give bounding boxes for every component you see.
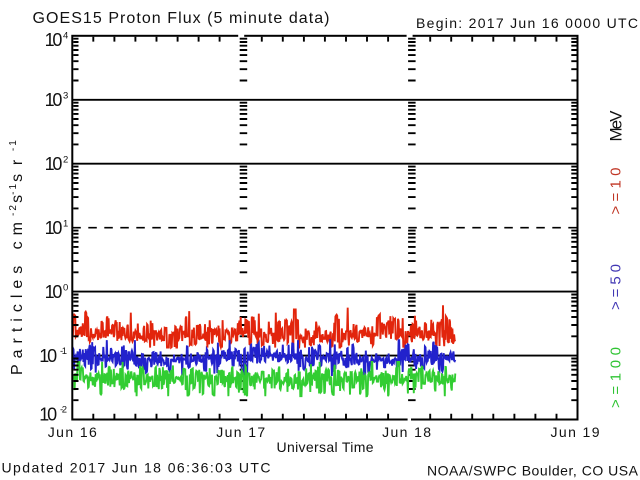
svg-text:Jun 17: Jun 17 xyxy=(216,424,265,440)
svg-text:0: 0 xyxy=(63,282,68,293)
svg-text:3: 3 xyxy=(63,91,68,102)
svg-text:10: 10 xyxy=(45,154,63,174)
svg-text:-2: -2 xyxy=(60,405,67,416)
svg-text:NOAA/SWPC Boulder, CO USA: NOAA/SWPC Boulder, CO USA xyxy=(427,463,639,479)
svg-text:10: 10 xyxy=(45,282,63,302)
svg-text:Jun 16: Jun 16 xyxy=(48,424,97,440)
svg-text:10: 10 xyxy=(45,90,63,110)
svg-text:GOES15 Proton Flux (5 minute d: GOES15 Proton Flux (5 minute data) xyxy=(33,10,330,27)
svg-text:10: 10 xyxy=(39,346,57,366)
svg-text:2: 2 xyxy=(63,154,68,165)
svg-text:4: 4 xyxy=(63,30,68,41)
svg-text:10: 10 xyxy=(45,218,63,238)
svg-text:MeV: MeV xyxy=(607,110,626,142)
svg-text:Updated 2017 Jun 18 06:36:03 U: Updated 2017 Jun 18 06:36:03 UTC xyxy=(2,460,271,476)
svg-text:-1: -1 xyxy=(60,346,67,357)
svg-text:Jun 18: Jun 18 xyxy=(382,424,431,440)
svg-text:10: 10 xyxy=(45,30,63,50)
svg-text:Particles cm-2s-1sr-1: Particles cm-2s-1sr-1 xyxy=(8,140,26,375)
svg-text:Universal Time: Universal Time xyxy=(277,439,374,455)
svg-text:Jun 19: Jun 19 xyxy=(551,424,600,440)
svg-text:10: 10 xyxy=(39,404,57,424)
svg-text:Begin: 2017 Jun 16 0000 UTC: Begin: 2017 Jun 16 0000 UTC xyxy=(416,15,638,31)
svg-text:1: 1 xyxy=(63,218,68,229)
svg-text:>=100: >=100 xyxy=(608,347,625,408)
